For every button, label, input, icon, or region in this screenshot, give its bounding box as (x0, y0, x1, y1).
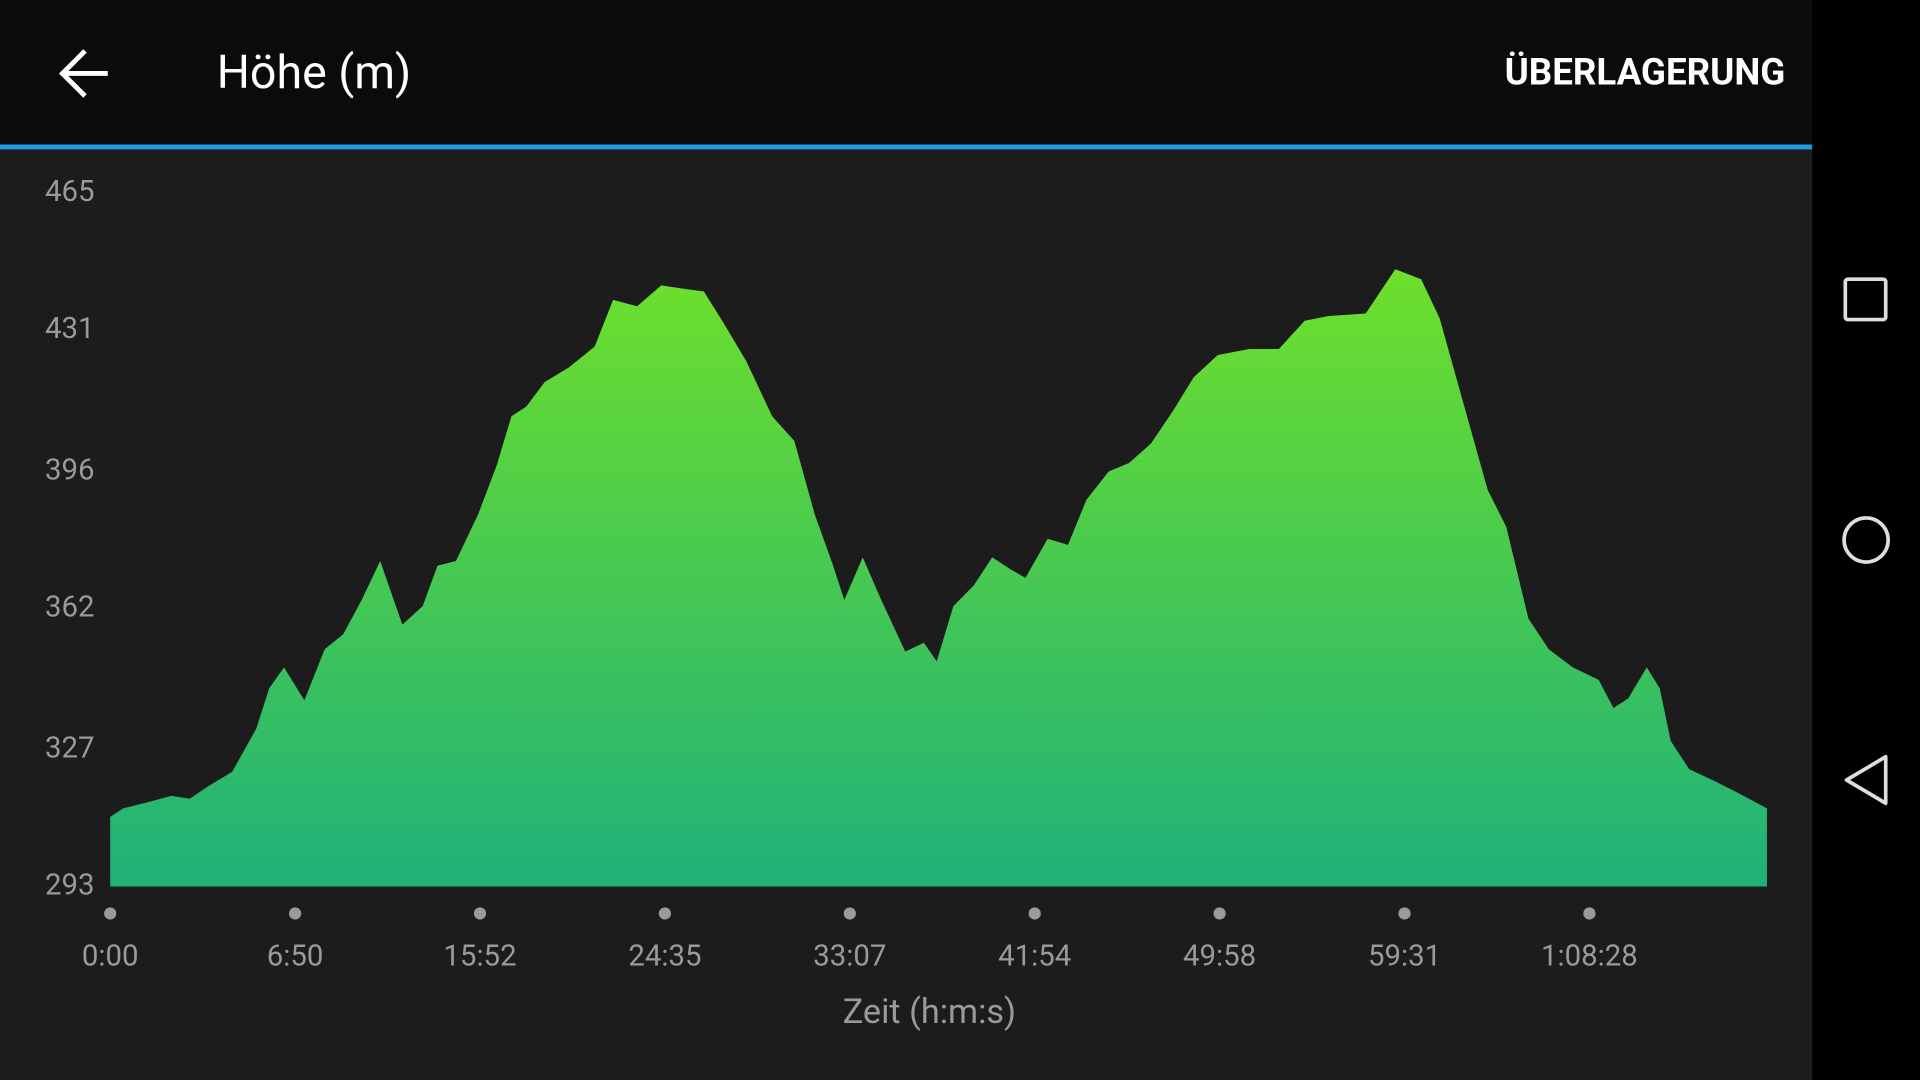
screen-title: Höhe (m) (217, 46, 411, 100)
app-bar-accent (0, 144, 1813, 150)
x-axis-title: Zeit (h:m:s) (843, 992, 1016, 1032)
x-tick-dot (1028, 907, 1041, 920)
back-arrow (58, 49, 108, 98)
overlay-button[interactable]: ÜBERLAGERUNG (1505, 50, 1786, 93)
app-bar (0, 0, 1813, 145)
x-tick-label: 6:50 (267, 939, 324, 973)
x-tick-label: 59:31 (1368, 939, 1441, 973)
nav-bar (1812, 0, 1920, 1080)
y-tick-label: 293 (45, 868, 95, 902)
x-tick-label: 24:35 (628, 939, 701, 973)
elevation-area (110, 269, 1767, 887)
x-tick-dot (473, 907, 487, 920)
x-tick-dot (1398, 907, 1411, 920)
x-tick-dot (104, 907, 117, 920)
y-tick-label: 431 (45, 312, 95, 346)
x-tick-label: 41:54 (998, 939, 1071, 973)
recents-button[interactable] (1843, 277, 1888, 322)
y-tick-label: 362 (45, 590, 95, 624)
x-tick-label: 33:07 (813, 939, 886, 973)
y-tick-label: 396 (45, 453, 95, 487)
x-tick-dot (288, 907, 302, 920)
x-tick-dot (1583, 907, 1596, 920)
x-tick-label: 15:52 (443, 939, 516, 973)
y-tick-label: 327 (45, 731, 95, 765)
x-tick-label: 1:08:28 (1541, 939, 1638, 973)
y-tick-label: 465 (45, 175, 95, 209)
x-tick-dot (658, 907, 672, 920)
back-nav-button[interactable] (1844, 754, 1888, 806)
x-tick-label: 49:58 (1183, 939, 1256, 973)
x-tick-dot (843, 907, 856, 920)
x-tick-label: 0:00 (82, 939, 139, 973)
home-button[interactable] (1842, 516, 1890, 564)
x-tick-dot (1213, 907, 1226, 920)
back-button[interactable] (58, 49, 108, 98)
